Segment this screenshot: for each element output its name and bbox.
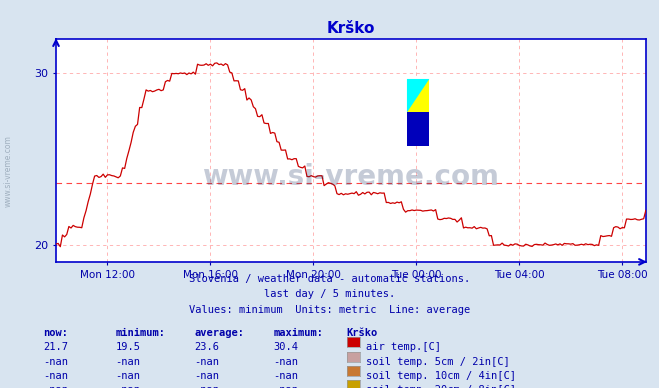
Text: 30.4: 30.4: [273, 342, 299, 352]
Text: -nan: -nan: [273, 385, 299, 388]
Text: Krško: Krško: [346, 328, 377, 338]
Text: 21.7: 21.7: [43, 342, 68, 352]
Text: soil temp. 20cm / 8in[C]: soil temp. 20cm / 8in[C]: [366, 385, 516, 388]
Text: -nan: -nan: [43, 371, 68, 381]
Text: maximum:: maximum:: [273, 328, 324, 338]
Text: Values: minimum  Units: metric  Line: average: Values: minimum Units: metric Line: aver…: [189, 305, 470, 315]
Text: soil temp. 5cm / 2in[C]: soil temp. 5cm / 2in[C]: [366, 357, 509, 367]
Text: Slovenia / weather data - automatic stations.: Slovenia / weather data - automatic stat…: [189, 274, 470, 284]
Title: Krško: Krško: [327, 21, 375, 36]
Text: -nan: -nan: [194, 371, 219, 381]
Text: -nan: -nan: [115, 371, 140, 381]
Text: -nan: -nan: [115, 385, 140, 388]
Text: 19.5: 19.5: [115, 342, 140, 352]
Text: air temp.[C]: air temp.[C]: [366, 342, 441, 352]
Polygon shape: [407, 113, 430, 146]
Text: soil temp. 10cm / 4in[C]: soil temp. 10cm / 4in[C]: [366, 371, 516, 381]
Bar: [407, 79, 430, 146]
Text: -nan: -nan: [194, 385, 219, 388]
Text: -nan: -nan: [43, 385, 68, 388]
Text: 23.6: 23.6: [194, 342, 219, 352]
Text: -nan: -nan: [43, 357, 68, 367]
Text: -nan: -nan: [115, 357, 140, 367]
Polygon shape: [407, 79, 430, 113]
Text: www.si-vreme.com: www.si-vreme.com: [4, 135, 13, 207]
Text: minimum:: minimum:: [115, 328, 165, 338]
Text: www.si-vreme.com: www.si-vreme.com: [202, 163, 500, 191]
Text: -nan: -nan: [273, 357, 299, 367]
Text: now:: now:: [43, 328, 68, 338]
Text: last day / 5 minutes.: last day / 5 minutes.: [264, 289, 395, 299]
Text: -nan: -nan: [194, 357, 219, 367]
Text: average:: average:: [194, 328, 244, 338]
Text: -nan: -nan: [273, 371, 299, 381]
